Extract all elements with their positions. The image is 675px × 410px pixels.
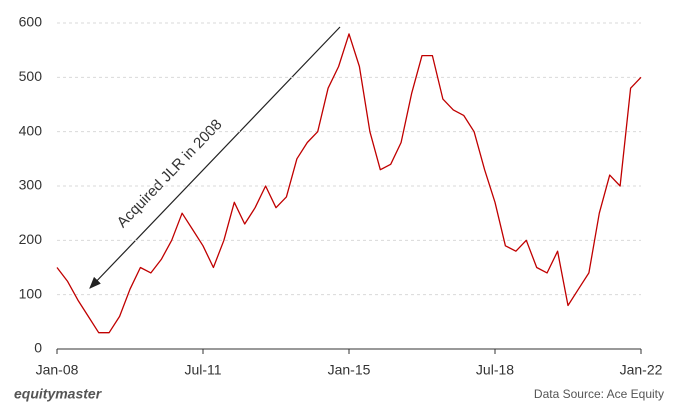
x-tick-label: Jul-11 — [184, 362, 221, 378]
brand: equitymaster — [14, 386, 103, 402]
x-tick-label: Jan-15 — [328, 362, 371, 378]
y-tick-label: 200 — [19, 231, 43, 247]
source: Data Source: Ace Equity — [534, 387, 664, 401]
y-tick-label: 500 — [19, 68, 43, 84]
x-tick-label: Jul-18 — [476, 362, 514, 378]
y-tick-label: 0 — [34, 340, 42, 356]
annotation: Acquired JLR in 2008 — [114, 116, 226, 231]
price-line — [56, 33, 642, 334]
y-tick-label: 600 — [19, 14, 43, 30]
x-tick-label: Jan-22 — [620, 362, 663, 378]
annotation-arrow — [89, 26, 341, 289]
y-tick-label: 100 — [19, 285, 43, 301]
y-tick-label: 300 — [19, 177, 43, 193]
x-tick-label: Jan-08 — [36, 362, 79, 378]
y-tick-label: 400 — [19, 122, 43, 138]
